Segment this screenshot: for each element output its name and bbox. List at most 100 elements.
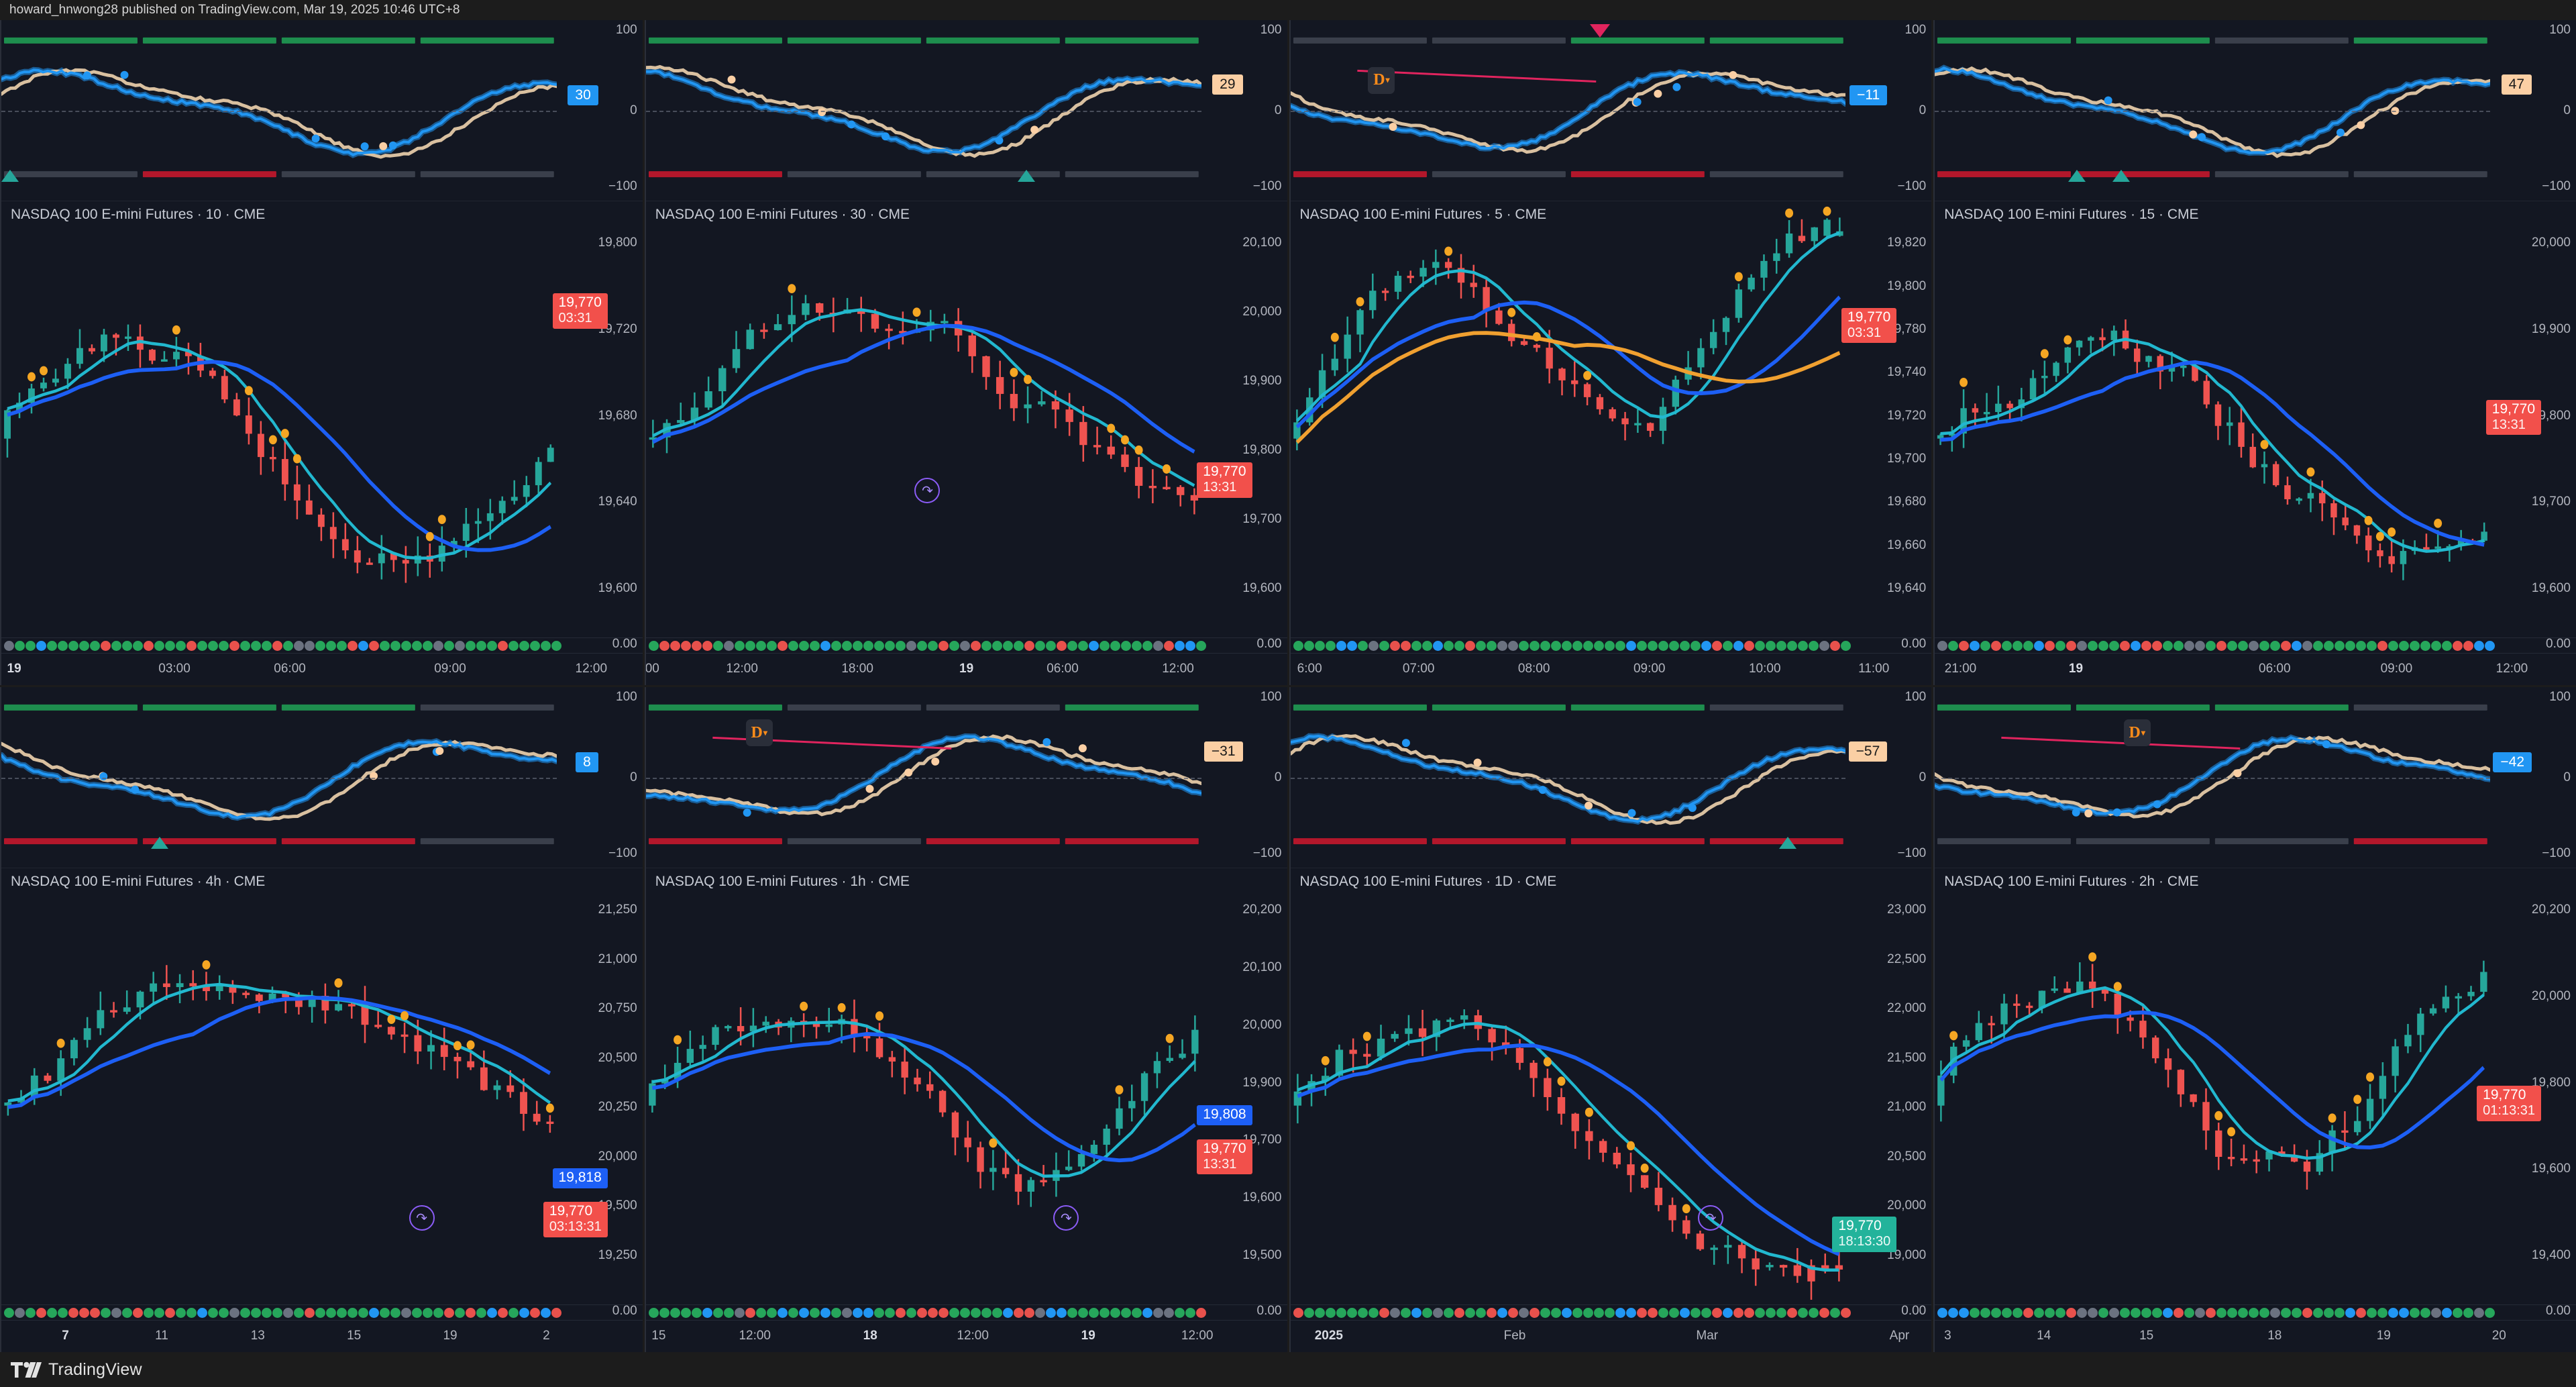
oscillator-axis[interactable]: 100 0 −100: [2490, 20, 2576, 201]
time-axis[interactable]: 2025 Feb Mar Apr: [1290, 1320, 1932, 1352]
chart-panel-4h[interactable]: 100 0 −100 8 NASDAQ 100 E-mini Futures ·…: [0, 687, 643, 1352]
oscillator-pane[interactable]: 100 0 −100 30: [1, 20, 643, 201]
chart-panel-10[interactable]: 100 0 −100 30 NASDAQ 100 E-mini Futures …: [0, 20, 643, 685]
oscillator-axis[interactable]: 100 0 −100: [557, 687, 643, 868]
oscillator-plot[interactable]: [1, 20, 557, 201]
price-axis[interactable]: 21,250 21,000 20,750 20,500 20,250 20,000 19,5…: [557, 868, 643, 1300]
price-badge[interactable]: 19,770 03:31: [1841, 307, 1897, 344]
candlestick-plot[interactable]: ↷: [1, 868, 557, 1300]
time-tick: 15: [347, 1329, 362, 1343]
time-axis[interactable]: 3 14 15 18 19 20: [1935, 1320, 2576, 1352]
price-badge[interactable]: 19,770 03:31: [552, 293, 608, 329]
oscillator-pane[interactable]: D ▾ 100 0 −100 −31: [645, 687, 1287, 868]
candlestick-plot[interactable]: [1, 201, 557, 633]
oscillator-pane[interactable]: D ▾ 100 0 −100 −42: [1935, 687, 2576, 868]
oscillator-plot[interactable]: [1290, 687, 1846, 868]
oscillator-value-badge[interactable]: 30: [568, 85, 598, 106]
divergence-marker[interactable]: D ▾: [745, 719, 773, 747]
price-badge[interactable]: 19,770 01:13:31: [2477, 1086, 2541, 1122]
candlestick-plot[interactable]: [1291, 201, 1846, 633]
go-to-realtime-button[interactable]: ↷: [1053, 1205, 1079, 1231]
candlestick-plot[interactable]: [1935, 868, 2490, 1300]
time-axis[interactable]: 19 03:00 06:00 09:00 12:00: [1, 653, 643, 685]
time-axis[interactable]: 00 12:00 18:00 19 06:00 12:00: [646, 653, 1287, 685]
oscillator-value-badge[interactable]: 47: [2501, 74, 2532, 95]
candlestick-plot[interactable]: [1935, 201, 2490, 633]
candlestick-plot[interactable]: ↷: [646, 868, 1201, 1300]
signal-dot: [916, 1307, 927, 1318]
signal-dot: [551, 1307, 561, 1318]
oscillator-axis[interactable]: 100 0 −100: [1845, 687, 1931, 868]
signal-dot: [938, 640, 949, 651]
price-pane[interactable]: NASDAQ 100 E-mini Futures · 1D · CME ↷ 2…: [1290, 868, 1932, 1352]
price-axis[interactable]: 20,200 20,000 19,800 19,600 19,400: [2490, 868, 2576, 1300]
oscillator-axis[interactable]: 100 0 −100: [1201, 20, 1287, 201]
price-pane[interactable]: NASDAQ 100 E-mini Futures · 30 · CME ↷ 2…: [646, 201, 1287, 685]
candlestick-plot[interactable]: ↷: [1291, 868, 1846, 1300]
time-axis[interactable]: 7 11 13 15 19 2: [1, 1320, 643, 1352]
signal-dot: [401, 1307, 411, 1318]
oscillator-axis[interactable]: 100 0 −100: [1845, 20, 1931, 201]
price-badge[interactable]: 19,808: [1197, 1105, 1252, 1126]
oscillator-pane[interactable]: 100 0 −100 −57: [1290, 687, 1932, 868]
oscillator-plot[interactable]: [645, 20, 1201, 201]
oscillator-plot[interactable]: D ▾: [1935, 687, 2490, 868]
chart-panel-15[interactable]: 100 0 −100 47 NASDAQ 100 E-mini Futures …: [1933, 20, 2576, 685]
price-badge[interactable]: 19,770 18:13:30: [1832, 1217, 1897, 1252]
price-tick: 19,680: [1887, 495, 1927, 509]
oscillator-pane[interactable]: D ▾ 100 0 −100 −11: [1290, 20, 1932, 201]
chart-panel-1h[interactable]: D ▾ 100 0 −100 −31 NASDAQ 100 E-mini Futu…: [644, 687, 1287, 1352]
oscillator-plot[interactable]: [1, 687, 557, 868]
oscillator-value-badge[interactable]: 29: [1212, 74, 1243, 95]
go-to-realtime-button[interactable]: ↷: [914, 478, 941, 504]
price-pane[interactable]: NASDAQ 100 E-mini Futures · 2h · CME 20,…: [1935, 868, 2576, 1352]
candlestick-plot[interactable]: ↷: [646, 201, 1201, 633]
oscillator-value-badge[interactable]: −42: [2493, 752, 2532, 773]
oscillator-value-badge[interactable]: 8: [576, 752, 598, 773]
price-axis[interactable]: 23,000 22,500 22,000 21,500 21,000 20,500 20,0…: [1845, 868, 1931, 1300]
chart-panel-1d[interactable]: 100 0 −100 −57 NASDAQ 100 E-mini Futures…: [1289, 687, 1932, 1352]
oscillator-plot[interactable]: D ▾: [645, 687, 1201, 868]
price-tick: 20,000: [1887, 1198, 1927, 1213]
price-pane[interactable]: NASDAQ 100 E-mini Futures · 4h · CME ↷ 2…: [1, 868, 643, 1352]
signal-dot: [1357, 640, 1368, 651]
oscillator-pane[interactable]: 100 0 −100 8: [1, 687, 643, 868]
oscillator-pane[interactable]: 100 0 −100 29: [645, 20, 1287, 201]
price-badge[interactable]: 19,770 13:31: [1197, 1139, 1252, 1175]
signal-dot: [390, 1307, 400, 1318]
price-badge[interactable]: 19,770 13:31: [1197, 462, 1252, 499]
time-axis[interactable]: 21:00 19 06:00 09:00 12:00: [1935, 653, 2576, 685]
oscillator-value-badge[interactable]: −31: [1203, 741, 1243, 762]
price-axis[interactable]: 19,820 19,800 19,780 19,740 19,720 19,700 19,6…: [1845, 201, 1931, 633]
oscillator-pane[interactable]: 100 0 −100 47: [1935, 20, 2576, 201]
oscillator-axis[interactable]: 100 0 −100: [1201, 687, 1287, 868]
price-badge[interactable]: 19,818: [552, 1168, 608, 1188]
oscillator-axis[interactable]: 100 0 −100: [557, 20, 643, 201]
oscillator-value-badge[interactable]: −11: [1849, 85, 1888, 106]
oscillator-plot[interactable]: D ▾: [1290, 20, 1846, 201]
osc-tick-upper: 100: [1260, 690, 1282, 704]
price-pane[interactable]: NASDAQ 100 E-mini Futures · 1h · CME ↷ 2…: [645, 868, 1287, 1352]
oscillator-axis[interactable]: 100 0 −100: [2490, 687, 2576, 868]
oscillator-value-badge[interactable]: −57: [1848, 741, 1888, 762]
price-badge[interactable]: 19,770 13:31: [2485, 399, 2541, 435]
signal-dot: [337, 1307, 347, 1318]
price-axis[interactable]: 20,000 19,900 19,800 19,700 19,600: [2490, 201, 2576, 633]
oscillator-plot[interactable]: [1935, 20, 2490, 201]
price-axis[interactable]: 19,800 19,720 19,680 19,640 19,600: [557, 201, 643, 633]
chart-panel-30[interactable]: 100 0 −100 29 NASDAQ 100 E-mini Futures …: [644, 20, 1287, 685]
time-axis[interactable]: 6:00 07:00 08:00 09:00 10:00 11:00: [1290, 653, 1932, 685]
price-pane[interactable]: NASDAQ 100 E-mini Futures · 10 · CME 19,…: [1, 201, 643, 685]
time-axis[interactable]: 15 12:00 18 12:00 19 12:00: [645, 1320, 1287, 1352]
chart-panel-5[interactable]: D ▾ 100 0 −100 −11 NASDAQ 100 E-mini Futu…: [1289, 20, 1932, 685]
price-badge[interactable]: 19,770 03:13:31: [543, 1202, 608, 1238]
chart-panel-2h[interactable]: D ▾ 100 0 −100 −42 NASDAQ 100 E-mini Futu…: [1933, 687, 2576, 1352]
price-pane[interactable]: NASDAQ 100 E-mini Futures · 5 · CME 19,8…: [1290, 201, 1932, 685]
divergence-marker[interactable]: D ▾: [1368, 66, 1395, 94]
divergence-marker[interactable]: D ▾: [2123, 719, 2151, 747]
price-axis[interactable]: 20,200 20,100 20,000 19,900 19,700 19,600 19,5…: [1201, 868, 1287, 1300]
price-pane[interactable]: NASDAQ 100 E-mini Futures · 15 · CME 20,…: [1935, 201, 2576, 685]
go-to-realtime-button[interactable]: ↷: [1698, 1205, 1724, 1231]
price-axis[interactable]: 20,100 20,000 19,900 19,800 19,700 19,600: [1201, 201, 1287, 633]
go-to-realtime-button[interactable]: ↷: [409, 1205, 435, 1231]
